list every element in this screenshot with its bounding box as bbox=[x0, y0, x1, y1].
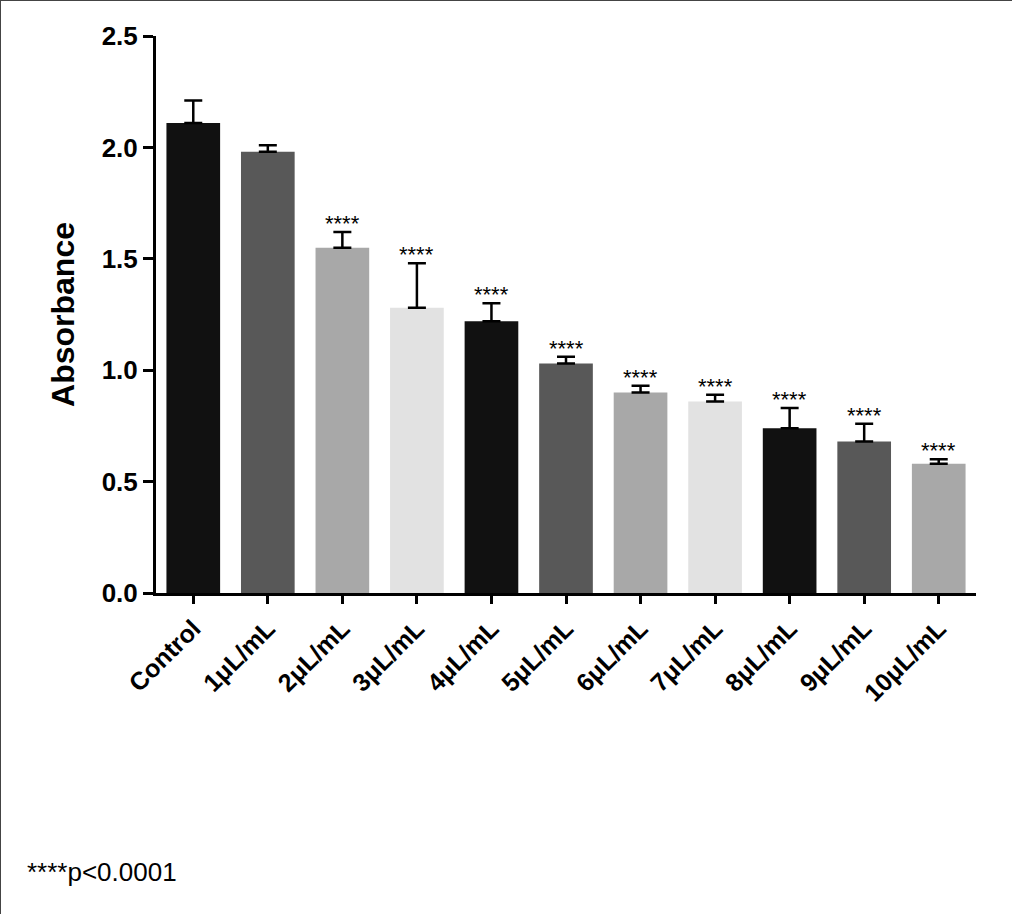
svg-text:2.5: 2.5 bbox=[102, 21, 138, 51]
svg-text:0.0: 0.0 bbox=[102, 578, 138, 608]
svg-text:****: **** bbox=[847, 403, 882, 428]
svg-text:****: **** bbox=[549, 336, 584, 361]
svg-text:7μL/mL: 7μL/mL bbox=[645, 614, 728, 697]
svg-text:****: **** bbox=[698, 374, 733, 399]
svg-text:****p<0.0001: ****p<0.0001 bbox=[27, 857, 177, 887]
svg-text:3μL/mL: 3μL/mL bbox=[347, 614, 430, 697]
svg-text:5μL/mL: 5μL/mL bbox=[496, 614, 579, 697]
svg-text:****: **** bbox=[474, 282, 509, 307]
svg-text:****: **** bbox=[623, 365, 658, 390]
svg-text:1.5: 1.5 bbox=[102, 244, 138, 274]
svg-text:2.0: 2.0 bbox=[102, 133, 138, 163]
svg-text:1μL/mL: 1μL/mL bbox=[198, 614, 281, 697]
svg-text:****: **** bbox=[325, 211, 360, 236]
svg-text:6μL/mL: 6μL/mL bbox=[570, 614, 653, 697]
svg-text:4μL/mL: 4μL/mL bbox=[421, 614, 504, 697]
svg-text:Absorbance: Absorbance bbox=[45, 222, 81, 407]
svg-text:2μL/mL: 2μL/mL bbox=[272, 614, 355, 697]
svg-text:0.5: 0.5 bbox=[102, 467, 138, 497]
svg-text:10μL/mL: 10μL/mL bbox=[859, 614, 952, 707]
svg-text:9μL/mL: 9μL/mL bbox=[794, 614, 877, 697]
svg-text:1.0: 1.0 bbox=[102, 355, 138, 385]
svg-text:****: **** bbox=[772, 387, 807, 412]
svg-text:Control: Control bbox=[123, 614, 206, 697]
svg-text:****: **** bbox=[399, 242, 434, 267]
svg-text:****: **** bbox=[921, 438, 956, 463]
svg-text:8μL/mL: 8μL/mL bbox=[719, 614, 802, 697]
